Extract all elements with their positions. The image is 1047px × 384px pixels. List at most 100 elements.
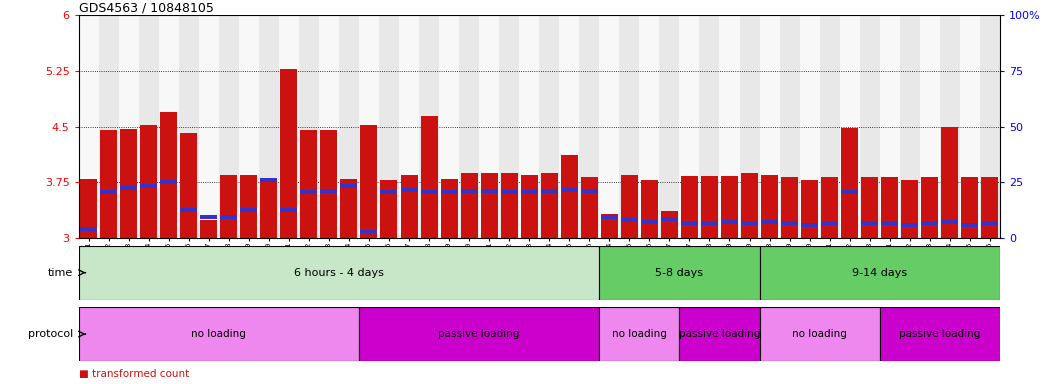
Bar	[219, 15, 239, 238]
Bar	[441, 190, 458, 194]
Bar	[138, 15, 159, 238]
Bar	[821, 177, 839, 238]
Bar	[360, 230, 378, 234]
Bar	[661, 210, 677, 238]
Text: passive loading: passive loading	[899, 329, 980, 339]
Bar	[461, 189, 477, 194]
Text: 5-8 days: 5-8 days	[655, 268, 704, 278]
Bar	[921, 221, 938, 225]
Bar	[519, 15, 539, 238]
Bar	[540, 174, 558, 238]
Bar	[439, 15, 459, 238]
Bar	[699, 15, 719, 238]
Bar	[599, 246, 759, 300]
Bar	[741, 173, 758, 238]
Bar	[840, 15, 860, 238]
Text: ■ transformed count: ■ transformed count	[79, 369, 188, 379]
Text: no loading: no loading	[192, 329, 246, 339]
Bar	[380, 180, 398, 238]
Bar	[120, 185, 137, 190]
Bar	[79, 246, 599, 300]
Bar	[220, 215, 238, 219]
Bar	[621, 175, 638, 238]
Bar	[480, 15, 499, 238]
Bar	[919, 15, 940, 238]
Bar	[721, 220, 738, 224]
Bar	[761, 175, 778, 238]
Bar	[882, 177, 898, 238]
Bar	[700, 176, 718, 238]
Bar	[421, 116, 438, 238]
Bar	[461, 173, 477, 238]
Bar	[200, 220, 217, 238]
Bar	[160, 112, 177, 238]
Bar	[801, 180, 818, 238]
Bar	[820, 15, 840, 238]
Bar	[981, 221, 999, 225]
Bar	[240, 208, 258, 212]
Bar	[719, 15, 739, 238]
Bar	[721, 176, 738, 238]
Bar	[862, 177, 878, 238]
Bar	[101, 131, 117, 238]
Bar	[581, 177, 598, 238]
Bar	[279, 15, 298, 238]
Bar	[401, 175, 418, 238]
Bar	[680, 307, 759, 361]
Bar	[298, 15, 319, 238]
Bar	[539, 15, 559, 238]
Bar	[261, 180, 277, 238]
Bar	[941, 220, 958, 224]
Bar	[300, 190, 317, 194]
Bar	[559, 15, 579, 238]
Bar	[261, 178, 277, 182]
Bar	[79, 15, 98, 238]
Bar	[320, 131, 337, 238]
Bar	[882, 221, 898, 225]
Bar	[940, 15, 960, 238]
Bar	[561, 188, 578, 192]
Bar	[581, 189, 598, 194]
Bar	[700, 221, 718, 225]
Bar	[140, 184, 157, 188]
Text: protocol: protocol	[28, 329, 73, 339]
Bar	[579, 15, 599, 238]
Text: no loading: no loading	[611, 329, 667, 339]
Bar	[520, 190, 538, 194]
Bar	[419, 15, 439, 238]
Bar	[180, 132, 197, 238]
Bar	[680, 15, 699, 238]
Bar	[120, 129, 137, 238]
Bar	[941, 127, 958, 238]
Bar	[860, 15, 879, 238]
Bar	[601, 215, 618, 219]
Bar	[199, 15, 219, 238]
Bar	[320, 189, 337, 194]
Bar	[841, 190, 859, 194]
Bar	[98, 15, 118, 238]
Bar	[379, 15, 399, 238]
Bar	[741, 221, 758, 225]
Bar	[340, 179, 357, 238]
Bar	[281, 208, 297, 212]
Text: no loading: no loading	[793, 329, 847, 339]
Bar	[981, 177, 999, 238]
Bar	[160, 180, 177, 184]
Bar	[960, 15, 980, 238]
Text: GDS4563 / 10848105: GDS4563 / 10848105	[79, 1, 214, 14]
Bar	[200, 215, 217, 219]
Text: 6 hours - 4 days: 6 hours - 4 days	[294, 268, 384, 278]
Bar	[421, 190, 438, 194]
Bar	[879, 307, 1000, 361]
Bar	[862, 221, 878, 225]
Bar	[739, 15, 759, 238]
Bar	[921, 177, 938, 238]
Bar	[359, 307, 599, 361]
Bar	[561, 155, 578, 238]
Bar	[599, 307, 680, 361]
Bar	[401, 188, 418, 192]
Bar	[239, 15, 259, 238]
Bar	[681, 221, 698, 225]
Bar	[841, 128, 859, 238]
Bar	[641, 180, 658, 238]
